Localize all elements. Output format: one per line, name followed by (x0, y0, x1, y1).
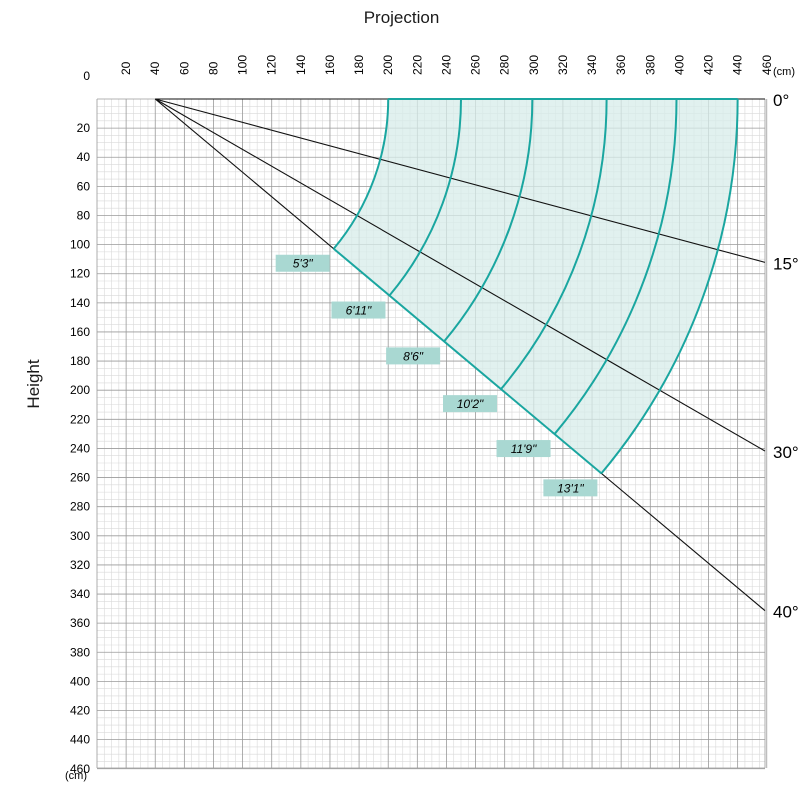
x-tick-label: 60 (177, 61, 191, 75)
range-label: 5'3" (293, 257, 314, 271)
x-tick-label: 280 (498, 55, 512, 75)
x-tick-label: 20 (119, 61, 133, 75)
x-tick-label: 160 (323, 55, 337, 75)
range-arc (553, 98, 678, 435)
x-tick-label: 380 (643, 55, 657, 75)
x-tick-label: 300 (527, 55, 541, 75)
y-tick-label: 280 (70, 500, 90, 514)
y-tick-label: 320 (70, 558, 90, 572)
x-tick-label: 360 (614, 55, 628, 75)
range-arc (600, 98, 739, 475)
coverage-area (333, 99, 738, 474)
range-arcs (332, 98, 739, 475)
x-tick-label: 260 (469, 55, 483, 75)
y-tick-label: 100 (70, 238, 90, 252)
y-tick-label: 460 (70, 762, 90, 776)
range-label-box (496, 440, 551, 458)
range-label-box (443, 395, 498, 413)
range-labels: 5'3" 6'11" 8'6" 10'2" 11'9" 13'1" (275, 254, 598, 497)
y-tick-label: 300 (70, 529, 90, 543)
y-tick-label: 40 (77, 150, 91, 164)
angle-label: 0° (773, 91, 789, 110)
y-tick-label: 260 (70, 471, 90, 485)
range-label: 8'6" (403, 349, 424, 363)
x-tick-label: 400 (672, 55, 686, 75)
range-label-box (275, 254, 330, 272)
y-tick-label: 60 (77, 179, 91, 193)
minor-grid (97, 99, 765, 768)
x-tick-label: 460 (760, 55, 774, 75)
range-arc (500, 98, 608, 390)
x-axis-unit: (cm) (773, 66, 795, 78)
x-tick-label: 320 (556, 55, 570, 75)
y-tick-label: 0 (83, 69, 90, 83)
y-tick-label: 240 (70, 441, 90, 455)
x-tick-label: 100 (236, 55, 250, 75)
y-axis-unit: (cm) (65, 770, 87, 782)
x-axis-ticks: 20 40 60 80 100 120 140 160 180 200 220 240 260 280 30… (119, 55, 774, 75)
x-tick-label: 340 (585, 55, 599, 75)
y-tick-label: 200 (70, 383, 90, 397)
x-tick-label: 80 (206, 61, 220, 75)
x-axis-title: Projection (363, 8, 440, 27)
x-tick-label: 420 (702, 55, 716, 75)
angle-label: 40° (773, 603, 799, 622)
y-tick-label: 220 (70, 412, 90, 426)
y-tick-label: 440 (70, 733, 90, 747)
angle-line (155, 98, 766, 263)
x-tick-label: 240 (439, 55, 453, 75)
range-label: 6'11" (346, 304, 372, 318)
coverage-fill (333, 99, 738, 474)
range-arc (332, 98, 390, 250)
y-tick-label: 360 (70, 616, 90, 630)
x-tick-label: 440 (731, 55, 745, 75)
x-tick-label: 220 (410, 55, 424, 75)
range-label: 13'1" (557, 481, 584, 495)
y-tick-label: 160 (70, 325, 90, 339)
range-label-box (331, 301, 386, 319)
y-tick-label: 380 (70, 645, 90, 659)
x-tick-label: 40 (148, 61, 162, 75)
y-axis-ticks: 0 20 40 60 80 100 120 140 160 180 200 220 240 260 280 3… (70, 69, 90, 776)
max-angle-line (333, 247, 603, 475)
range-arc (388, 98, 462, 297)
y-tick-label: 180 (70, 354, 90, 368)
range-label-box (386, 347, 441, 365)
x-tick-label: 200 (381, 55, 395, 75)
angle-label: 15° (773, 254, 799, 273)
range-label: 11'9" (511, 442, 537, 456)
y-tick-label: 80 (77, 208, 91, 222)
y-tick-label: 340 (70, 587, 90, 601)
x-tick-label: 120 (265, 55, 279, 75)
y-tick-label: 120 (70, 267, 90, 281)
y-tick-label: 420 (70, 704, 90, 718)
range-arc (443, 98, 534, 343)
range-label: 10'2" (457, 397, 484, 411)
y-tick-label: 20 (77, 121, 91, 135)
x-tick-label: 180 (352, 55, 366, 75)
y-tick-label: 400 (70, 674, 90, 688)
x-tick-label: 140 (294, 55, 308, 75)
angle-label: 30° (773, 443, 799, 462)
y-tick-label: 140 (70, 296, 90, 310)
angle-line (154, 98, 766, 452)
range-label-box (543, 479, 598, 497)
